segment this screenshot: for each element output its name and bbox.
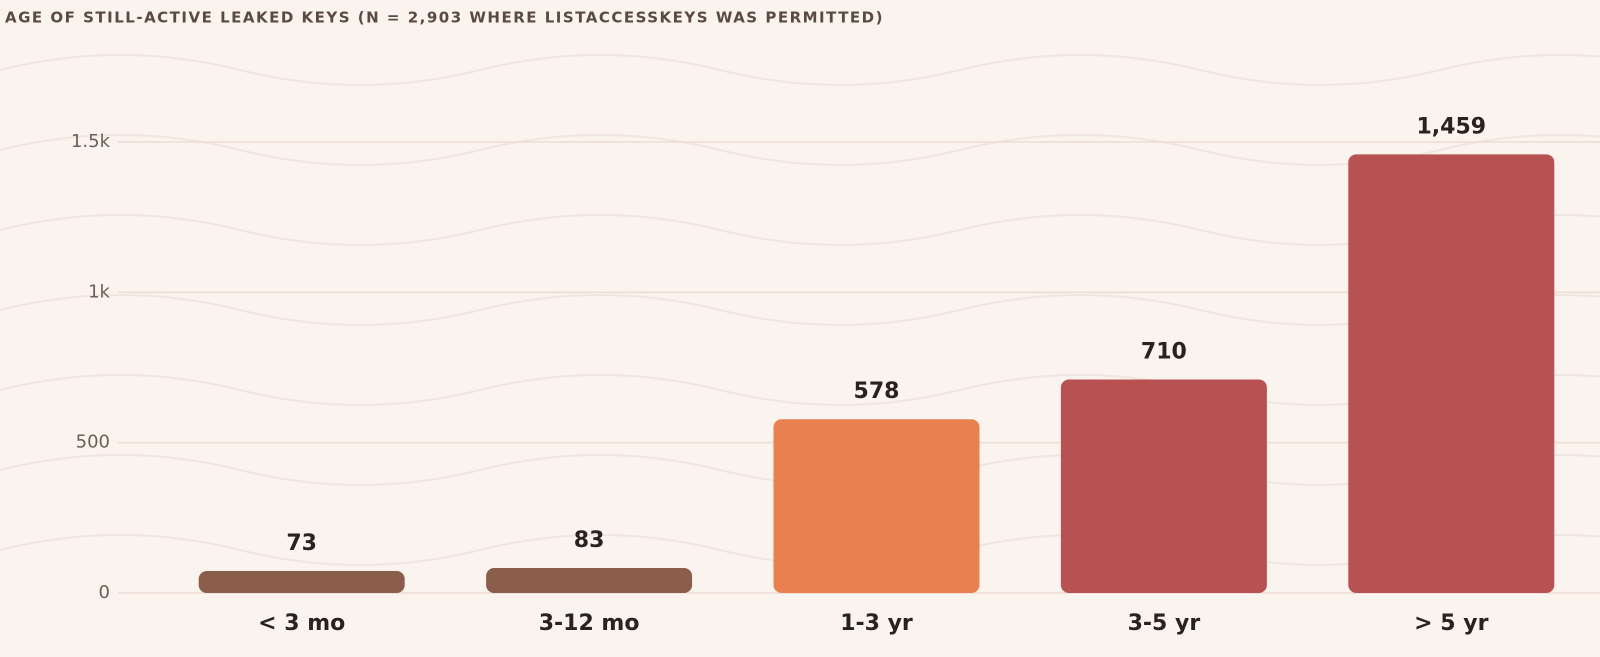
y-tick-label: 500: [76, 432, 110, 453]
x-tick-label: > 5 yr: [1414, 611, 1488, 636]
value-label: 710: [1141, 340, 1187, 365]
y-tick-label: 1.5k: [71, 131, 111, 152]
bar: [1348, 154, 1555, 593]
bar: [773, 419, 980, 593]
x-tick-label: < 3 mo: [258, 611, 345, 636]
x-tick-label: 3-12 mo: [539, 611, 640, 636]
value-label: 83: [574, 528, 605, 553]
bar: [486, 568, 693, 593]
y-tick-label: 1k: [88, 281, 110, 302]
value-label: 578: [854, 379, 900, 404]
bar: [1060, 379, 1267, 593]
chart-title: AGE OF STILL-ACTIVE LEAKED KEYS (N = 2,9…: [5, 9, 884, 27]
bar: [198, 571, 405, 593]
value-label: 1,459: [1417, 114, 1487, 139]
x-tick-label: 1-3 yr: [840, 611, 913, 636]
y-tick-label: 0: [99, 582, 110, 603]
value-label: 73: [286, 531, 317, 556]
x-tick-label: 3-5 yr: [1128, 611, 1201, 636]
wave: [0, 54, 1600, 86]
